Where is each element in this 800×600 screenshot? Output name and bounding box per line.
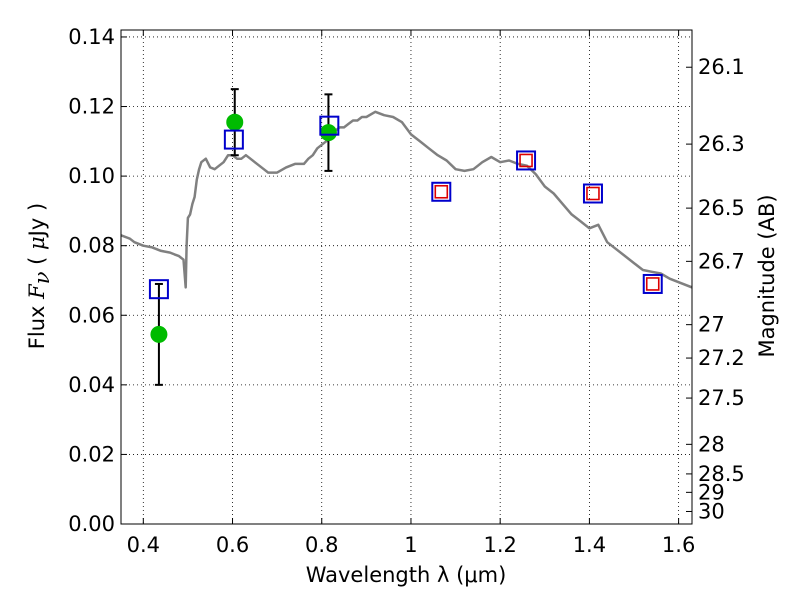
right-tick-label: 28.5 xyxy=(698,462,745,486)
y-axis-title-flux: Flux xyxy=(25,299,49,349)
right-tick-label: 26.5 xyxy=(698,196,745,220)
right-tick-label: 28 xyxy=(698,432,725,456)
y-axis-title-jy: Jy ) xyxy=(25,203,49,239)
photometry-point xyxy=(150,325,168,343)
plot-frame xyxy=(120,29,693,525)
x-tick-label: 1.4 xyxy=(573,533,606,557)
right-axis-title: Magnitude (AB) xyxy=(755,194,779,357)
right-tick-label: 30 xyxy=(698,499,725,523)
y-axis-title-mu: μ xyxy=(25,236,49,250)
model-photometry-square xyxy=(148,279,169,300)
x-tick-label: 1.6 xyxy=(662,533,695,557)
model-spectrum xyxy=(121,110,692,289)
model-photometry-square xyxy=(223,129,244,150)
model-photometry-square xyxy=(516,150,537,171)
right-tick-label: 27 xyxy=(698,313,725,337)
right-tick-label: 26.3 xyxy=(698,132,745,156)
upper-limit-square xyxy=(645,277,660,291)
model-photometry-square xyxy=(431,181,452,202)
y-axis-title-unit: ( xyxy=(25,250,49,272)
photometry-point xyxy=(226,113,244,131)
y-tick-label: 0.04 xyxy=(68,373,115,397)
x-tick-label: 0.8 xyxy=(305,533,338,557)
y-tick-label: 0.00 xyxy=(68,512,115,536)
x-tick-label: 0.6 xyxy=(216,533,249,557)
y-tick-label: 0.12 xyxy=(68,95,115,119)
spectrum-line xyxy=(121,110,692,289)
photometry-point xyxy=(319,124,337,142)
upper-limit-square xyxy=(434,184,449,199)
x-tick-label: 1.2 xyxy=(483,533,516,557)
y-tick-label: 0.10 xyxy=(68,164,115,188)
x-tick-label: 1 xyxy=(404,533,417,557)
grid-lines xyxy=(121,30,692,525)
upper-limit-square xyxy=(519,153,533,168)
model-photometry-square xyxy=(582,183,603,204)
y-axis-title: Flux Fν ( μJy ) xyxy=(25,203,54,349)
y-tick-label: 0.08 xyxy=(68,234,115,258)
y-tick-label: 0.02 xyxy=(68,442,115,466)
y-axis-title-subscript: ν xyxy=(30,271,54,284)
y-axis-title-symbol: F xyxy=(25,283,49,300)
y-tick-label: 0.06 xyxy=(68,303,115,327)
right-tick-label: 29 xyxy=(698,480,725,504)
photometry-points xyxy=(148,113,663,343)
right-tick-label: 27.2 xyxy=(698,346,745,370)
y-tick-label: 0.14 xyxy=(68,25,115,49)
right-tick-label: 26.1 xyxy=(698,55,745,79)
right-tick-label: 27.5 xyxy=(698,386,745,410)
right-tick-label: 26.7 xyxy=(698,249,745,273)
model-photometry-square xyxy=(642,273,663,294)
x-tick-label: 0.4 xyxy=(127,533,160,557)
model-photometry-square xyxy=(319,115,340,136)
upper-limit-square xyxy=(586,186,600,201)
x-axis-title: Wavelength λ (μm) xyxy=(306,563,507,587)
axis-ticks: 0.4 0.6 0.8 1 1.2 1.4 1.6 0.00 0.02 0.04 0.06 0.08 0… xyxy=(68,25,745,557)
